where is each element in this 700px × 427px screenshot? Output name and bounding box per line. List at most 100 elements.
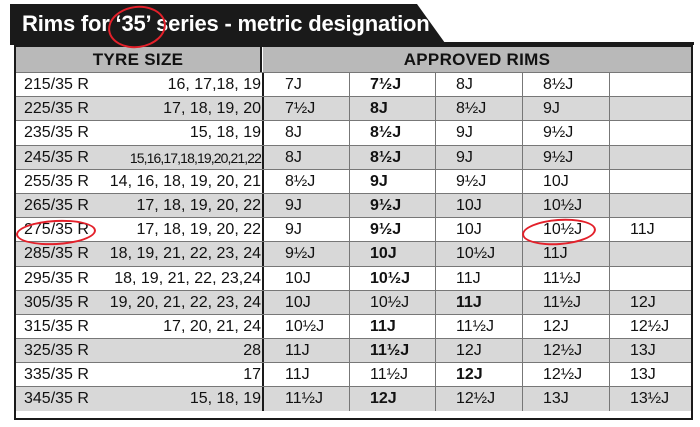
rim-diameters-cell: 17, 18, 19, 20: [163, 100, 261, 118]
table-row: 295/35 R 18, 19, 21, 22, 23,24 10J 10½J 11J 1…: [16, 265, 691, 290]
approved-rim-cell: 9J: [285, 221, 302, 239]
approved-rim-cell: 10J: [285, 293, 311, 311]
tyre-size-cell: 275/35 R: [24, 221, 89, 239]
rim-column-divider: [609, 314, 610, 339]
approved-rim-cell: 7J: [285, 76, 302, 93]
approved-rim-cell: 7½J: [370, 76, 402, 93]
column-divider: [262, 363, 264, 387]
rim-column-divider: [522, 363, 523, 387]
rim-diameters-cell: 15,16,17,18,19,20,21,22: [129, 149, 262, 166]
rim-diameters-cell: 18, 19, 21, 22, 23,24: [114, 269, 261, 287]
approved-rim-cell: 11J: [543, 245, 568, 263]
table-row: 225/35 R 17, 18, 19, 20 7½J 8J 8½J 9J: [16, 96, 691, 121]
approved-rim-cell: 7½J: [285, 100, 316, 118]
rim-column-divider: [522, 169, 523, 193]
rim-column-divider: [522, 97, 523, 121]
rim-diameters-cell: 15, 18, 19: [189, 124, 261, 142]
approved-rim-cell: 9J: [456, 148, 473, 166]
column-divider: [262, 387, 264, 411]
header-tyre-size: TYRE SIZE: [16, 47, 262, 72]
rim-column-divider: [349, 169, 350, 193]
approved-rim-cell: 13J: [630, 366, 656, 384]
approved-rim-cell: 11½J: [456, 317, 494, 335]
table-row: 315/35 R 17, 20, 21, 24 10½J 11J 11½J 12J 12½J: [16, 313, 691, 339]
table-row: 325/35 R 28 11J 11½J 12J 12½J 13J: [16, 338, 691, 363]
rim-diameters-cell: 17, 18, 19, 20, 22: [136, 221, 261, 239]
column-divider: [262, 314, 264, 339]
title-rule: [10, 42, 694, 45]
rim-column-divider: [349, 218, 350, 242]
approved-rim-cell: 11½J: [285, 390, 323, 408]
approved-rim-cell: 9J: [456, 124, 473, 142]
rim-column-divider: [349, 339, 350, 363]
approved-rim-cell: 12J: [456, 366, 483, 384]
tyre-size-cell: 305/35 R: [24, 293, 89, 311]
approved-rim-cell: 8J: [456, 76, 473, 93]
approved-rim-cell: 12J: [370, 390, 397, 408]
rim-column-divider: [349, 73, 350, 97]
approved-rim-cell: 11J: [630, 221, 655, 239]
column-divider: [262, 73, 264, 97]
rim-column-divider: [609, 145, 610, 169]
approved-rim-cell: 12J: [543, 317, 569, 335]
table-row: 275/35 R 17, 18, 19, 20, 22 9J 9½J 10J 10½J 11…: [16, 217, 691, 242]
rim-column-divider: [435, 145, 436, 169]
rim-column-divider: [349, 266, 350, 290]
rim-column-divider: [609, 266, 610, 290]
rim-column-divider: [435, 121, 436, 145]
rim-column-divider: [435, 242, 436, 266]
rim-column-divider: [349, 193, 350, 218]
rim-column-divider: [349, 387, 350, 411]
rim-column-divider: [435, 218, 436, 242]
rim-column-divider: [435, 314, 436, 339]
rim-diameters-cell: 16, 17,18, 19: [167, 76, 261, 93]
rim-column-divider: [349, 314, 350, 339]
rim-diameters-cell: 14, 16, 18, 19, 20, 21: [109, 172, 261, 190]
tyre-size-cell: 215/35 R: [24, 76, 89, 93]
rim-column-divider: [435, 169, 436, 193]
rim-diameters-cell: 15, 18, 19: [189, 390, 261, 408]
approved-rim-cell: 9½J: [543, 124, 574, 142]
column-divider: [262, 193, 264, 218]
column-divider: [262, 218, 264, 242]
approved-rim-cell: 12½J: [543, 366, 583, 384]
rim-diameters-cell: 17, 18, 19, 20, 22: [136, 196, 261, 214]
rim-column-divider: [609, 218, 610, 242]
rim-column-divider: [522, 266, 523, 290]
rim-diameters-cell: 17, 20, 21, 24: [163, 317, 261, 335]
rim-column-divider: [435, 339, 436, 363]
rim-column-divider: [609, 290, 610, 314]
approved-rim-cell: 11J: [456, 293, 482, 311]
approved-rim-cell: 10½J: [456, 245, 496, 263]
rim-column-divider: [435, 387, 436, 411]
approved-rim-cell: 9½J: [370, 221, 402, 239]
approved-rim-cell: 8½J: [543, 76, 574, 93]
column-divider: [262, 145, 264, 169]
table-row: 335/35 R 17 11J 11½J 12J 12½J 13J: [16, 362, 691, 387]
column-divider: [262, 339, 264, 363]
column-divider: [262, 97, 264, 121]
tyre-size-cell: 325/35 R: [24, 342, 89, 360]
rim-diameters-cell: 18, 19, 21, 22, 23, 24: [109, 245, 261, 263]
rim-column-divider: [522, 242, 523, 266]
rim-column-divider: [522, 145, 523, 169]
approved-rim-cell: 11½J: [543, 269, 581, 287]
tyre-size-cell: 295/35 R: [24, 269, 89, 287]
header-approved-rims: APPROVED RIMS: [263, 47, 691, 72]
column-divider: [262, 242, 264, 266]
rim-column-divider: [609, 169, 610, 193]
tyre-size-cell: 335/35 R: [24, 366, 89, 384]
rim-column-divider: [349, 121, 350, 145]
rim-column-divider: [522, 290, 523, 314]
table-row: 235/35 R 15, 18, 19 8J 8½J 9J 9½J: [16, 120, 691, 145]
rim-column-divider: [349, 363, 350, 387]
rim-column-divider: [522, 314, 523, 339]
approved-rim-cell: 10½J: [370, 269, 411, 287]
approved-rim-cell: 10½J: [543, 221, 583, 239]
rim-column-divider: [349, 242, 350, 266]
rim-column-divider: [435, 73, 436, 97]
table-row: 345/35 R 15, 18, 19 11½J 12J 12½J 13J 13½J: [16, 386, 691, 411]
tyre-size-cell: 315/35 R: [24, 317, 89, 335]
page-title: Rims for ‘35’ series - metric designatio…: [22, 11, 430, 36]
column-divider: [262, 121, 264, 145]
